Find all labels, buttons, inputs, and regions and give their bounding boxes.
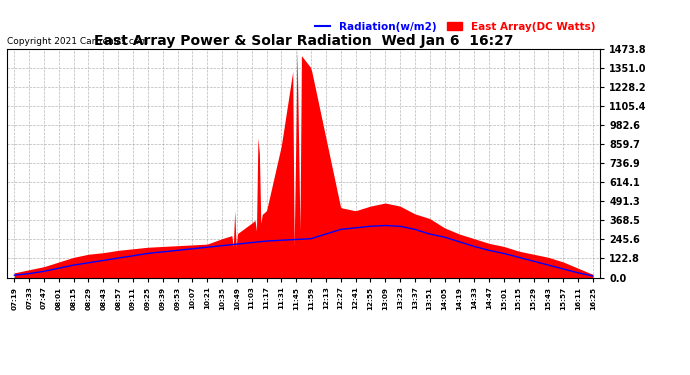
Legend: Radiation(w/m2), East Array(DC Watts): Radiation(w/m2), East Array(DC Watts) [315,22,595,32]
Title: East Array Power & Solar Radiation  Wed Jan 6  16:27: East Array Power & Solar Radiation Wed J… [94,34,513,48]
Text: Copyright 2021 Cartronics.com: Copyright 2021 Cartronics.com [7,38,148,46]
